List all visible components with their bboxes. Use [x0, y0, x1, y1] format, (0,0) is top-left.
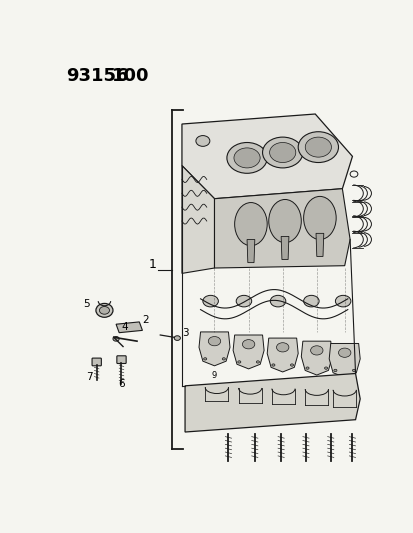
Text: 9: 9 [211, 371, 216, 380]
Ellipse shape [202, 295, 218, 307]
Text: 3: 3 [181, 328, 188, 338]
Polygon shape [301, 341, 332, 375]
Ellipse shape [270, 295, 285, 307]
Ellipse shape [268, 199, 301, 243]
Ellipse shape [338, 348, 350, 357]
Ellipse shape [222, 358, 225, 360]
Ellipse shape [174, 336, 180, 341]
Ellipse shape [303, 196, 335, 239]
Ellipse shape [262, 137, 302, 168]
Ellipse shape [310, 346, 322, 355]
Ellipse shape [226, 142, 266, 173]
Polygon shape [280, 237, 288, 260]
Text: 93156: 93156 [66, 67, 128, 85]
Text: 1: 1 [148, 258, 156, 271]
Ellipse shape [351, 369, 355, 372]
Ellipse shape [276, 343, 288, 352]
Ellipse shape [203, 358, 206, 360]
Polygon shape [328, 343, 359, 377]
Polygon shape [315, 233, 323, 256]
Polygon shape [233, 335, 263, 369]
Text: 7: 7 [85, 372, 92, 382]
Ellipse shape [305, 367, 308, 369]
Polygon shape [181, 114, 351, 199]
Ellipse shape [113, 336, 119, 341]
Ellipse shape [233, 148, 259, 168]
Ellipse shape [333, 369, 336, 372]
Ellipse shape [303, 295, 318, 307]
Ellipse shape [236, 295, 251, 307]
Polygon shape [247, 239, 254, 263]
Text: 5: 5 [83, 300, 89, 309]
Polygon shape [181, 166, 214, 273]
Text: 6: 6 [118, 378, 125, 389]
Ellipse shape [96, 303, 113, 317]
Ellipse shape [324, 367, 327, 369]
Ellipse shape [195, 135, 209, 147]
Ellipse shape [271, 364, 274, 366]
Ellipse shape [234, 203, 266, 246]
Ellipse shape [237, 361, 240, 363]
FancyBboxPatch shape [116, 356, 126, 364]
Ellipse shape [269, 142, 295, 163]
Ellipse shape [335, 295, 350, 307]
FancyBboxPatch shape [92, 358, 101, 366]
Polygon shape [266, 338, 297, 372]
Polygon shape [199, 332, 230, 366]
Polygon shape [185, 374, 359, 432]
Ellipse shape [99, 306, 109, 314]
Polygon shape [214, 189, 349, 268]
Polygon shape [116, 322, 142, 333]
Ellipse shape [256, 361, 259, 363]
Ellipse shape [290, 364, 293, 366]
Ellipse shape [242, 340, 254, 349]
Ellipse shape [297, 132, 338, 163]
Text: 2: 2 [142, 314, 149, 325]
Text: 4: 4 [121, 321, 128, 332]
Ellipse shape [208, 336, 220, 346]
Ellipse shape [304, 137, 331, 157]
Text: 100: 100 [112, 67, 150, 85]
